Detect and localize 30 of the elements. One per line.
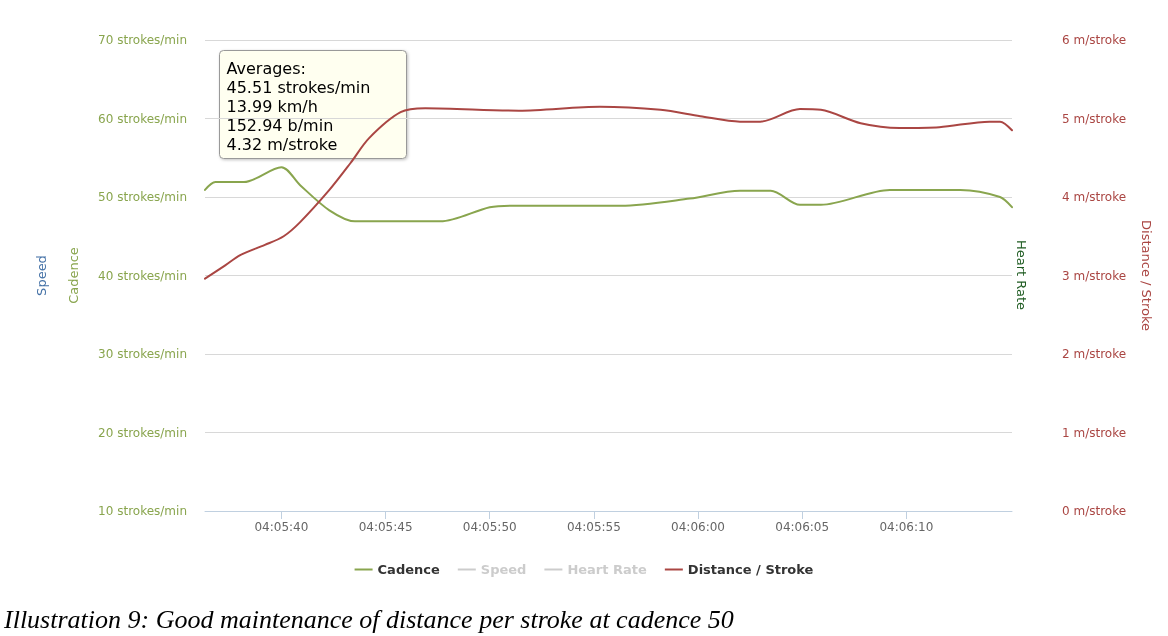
y-tick-label: 30 strokes/min	[98, 347, 187, 361]
y-tick-label: 20 strokes/min	[98, 425, 187, 440]
text: Heart Rate	[1013, 239, 1029, 311]
y2-axis-title: Distance / Stroke	[1139, 220, 1154, 331]
annotation: Averages: 45.51 strokes/min 13.99 km/h 152.94 b/min 4.32 m/stroke	[226, 58, 371, 154]
x-tick-label: 04:05:40	[254, 520, 309, 534]
y2-tick-label: 2 m/stroke	[1062, 347, 1127, 361]
legend-label: Cadence	[377, 562, 440, 577]
y-tick-label: 10 strokes/min	[98, 504, 187, 518]
line-series	[204, 166, 1013, 223]
legend-label: Distance / Stroke	[687, 562, 814, 577]
y-tick-label: 60 strokes/min	[98, 111, 187, 126]
x-tick-label: 04:05:50	[462, 520, 517, 534]
text: Illustration 9: Good maintenance of distance per stroke at cadence 50	[3, 604, 734, 634]
y2-tick-label: 3 m/stroke	[1062, 268, 1127, 283]
y3-axis-title: Speed	[34, 255, 49, 296]
y2-tick-label: 6 m/stroke	[1062, 33, 1127, 47]
x-tick-label: 04:05:55	[566, 520, 621, 534]
y-tick-label: 50 strokes/min	[98, 190, 187, 204]
y2-tick-label: 0 m/stroke	[1062, 504, 1127, 518]
x-tick-label: 04:06:00	[671, 520, 725, 534]
y2-tick-label: 5 m/stroke	[1062, 111, 1127, 126]
x-tick-label: 04:05:45	[358, 520, 413, 534]
y2-tick-label: 4 m/stroke	[1062, 190, 1127, 204]
x-tick-label: 04:06:10	[879, 520, 934, 534]
y-tick-label: 70 strokes/min	[98, 33, 187, 47]
y-tick-label: 40 strokes/min	[98, 268, 187, 283]
y2-tick-label: 1 m/stroke	[1062, 425, 1127, 440]
x-tick-label: 04:06:05	[775, 520, 830, 534]
y-axis-title: Cadence	[66, 247, 81, 304]
